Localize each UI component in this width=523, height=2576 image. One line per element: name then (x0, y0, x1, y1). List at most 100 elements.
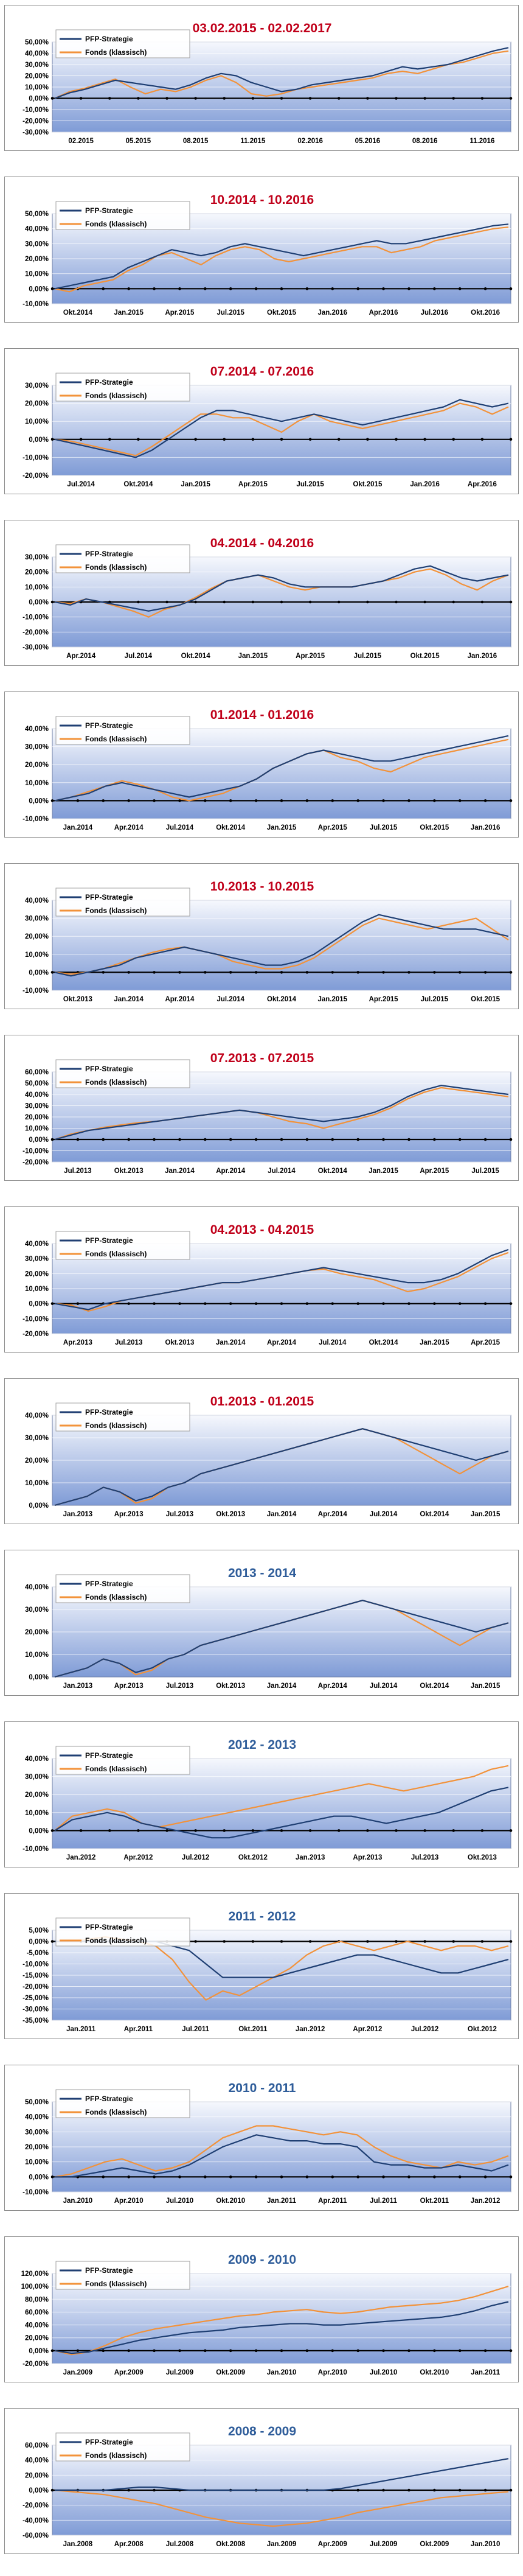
chart-svg: -30,00% -20,00% -10,00% 0,00% 10,00% 20,00% 30… (23, 544, 513, 660)
zero-marker (423, 1940, 426, 1943)
zero-marker (204, 1302, 207, 1305)
x-tick-label: Apr.2015 (471, 1339, 500, 1346)
series-line-fund (54, 1765, 509, 1832)
zero-marker (194, 600, 197, 604)
y-tick-label: -25,00% (23, 1995, 49, 2002)
zero-marker (433, 2488, 436, 2492)
zero-marker (102, 799, 105, 802)
chart-title: 07.2014 - 07.2016 (210, 365, 314, 379)
zero-marker (153, 2175, 156, 2179)
y-tick-label: 10,00% (25, 271, 49, 278)
y-tick-label: 30,00% (25, 382, 49, 390)
zero-marker (480, 1829, 484, 1832)
zero-marker (280, 1138, 283, 1141)
zero-marker (356, 2349, 359, 2353)
zero-marker (165, 600, 168, 604)
legend: PFP-Strategie Fonds (klassisch) (55, 1917, 190, 1947)
y-tick-label: 50,00% (25, 39, 49, 46)
x-tick-label: 02.2016 (297, 138, 323, 145)
legend: PFP-Strategie Fonds (klassisch) (55, 201, 190, 230)
zero-marker (308, 438, 312, 441)
x-tick-label: Jan.2016 (471, 824, 500, 831)
x-tick-label: Jul.2014 (166, 824, 194, 831)
y-tick-label: 20,00% (25, 2144, 49, 2151)
y-tick-label: 100,00% (21, 2283, 49, 2291)
x-tick-label: Jul.2011 (182, 2026, 209, 2033)
zero-marker (423, 438, 426, 441)
zero-marker (102, 1138, 105, 1141)
zero-marker (458, 2349, 462, 2353)
zero-marker (356, 287, 359, 290)
x-tick-label: 05.2016 (355, 138, 381, 145)
y-tick-label: 20,00% (25, 1791, 49, 1799)
y-tick-label: 0,00% (29, 285, 49, 293)
y-tick-label: 50,00% (25, 2099, 49, 2106)
x-tick-label: Jan.2011 (471, 2369, 500, 2376)
legend-label: Fonds (klassisch) (85, 2280, 147, 2288)
zero-marker (509, 1829, 513, 1832)
y-tick-label: 20,00% (25, 933, 49, 940)
zero-marker (407, 2349, 410, 2353)
x-tick-label: Jul.2015 (471, 1167, 499, 1175)
zero-marker (483, 2175, 487, 2179)
x-tick-label: Jan.2014 (114, 996, 144, 1003)
x-tick-label: Jul.2010 (166, 2197, 193, 2205)
zero-marker (153, 2488, 156, 2492)
x-tick-label: Okt.2014 (216, 824, 246, 831)
x-tick-label: Jul.2009 (166, 2369, 193, 2376)
series-line-strategy (54, 47, 509, 99)
series-line-fund (54, 1087, 509, 1141)
y-tick-label: 0,00% (29, 969, 49, 976)
series-line-strategy (54, 223, 509, 290)
zero-marker (50, 287, 54, 290)
x-tick-label: Jul.2012 (182, 1854, 209, 1861)
y-tick-label: 50,00% (25, 211, 49, 218)
x-tick-label: Apr.2014 (66, 653, 96, 660)
chart-panel: -30,00% -20,00% -10,00% 0,00% 10,00% 20,00% 30… (4, 520, 519, 666)
zero-marker (204, 1138, 207, 1141)
x-tick-label: Jan.2011 (66, 2026, 96, 2033)
zero-marker (305, 1138, 309, 1141)
zero-marker (204, 287, 207, 290)
series-line-strategy (54, 1428, 509, 1507)
chart-title: 10.2013 - 10.2015 (210, 880, 314, 894)
x-tick-label: Jan.2010 (267, 2369, 297, 2376)
zero-marker (251, 438, 255, 441)
zero-marker (331, 287, 334, 290)
chart-panel: -10,00% 0,00% 10,00% 20,00% 30,00% 40,00% Okt.… (4, 863, 519, 1009)
zero-marker (50, 799, 54, 802)
y-tick-label: -10,00% (23, 1846, 49, 1853)
zero-marker (76, 1302, 80, 1305)
zero-marker (305, 287, 309, 290)
x-tick-label: Apr.2015 (238, 481, 268, 488)
zero-marker (108, 1829, 111, 1832)
y-tick-label: -10,00% (23, 816, 49, 823)
zero-marker (153, 799, 156, 802)
chart-title: 10.2014 - 10.2016 (210, 193, 314, 207)
legend-label: Fonds (klassisch) (85, 1593, 147, 1601)
x-tick-label: Okt.2013 (165, 1339, 194, 1346)
y-tick-label: 40,00% (25, 226, 49, 233)
zero-marker (382, 2175, 385, 2179)
zero-marker (483, 1302, 487, 1305)
zero-marker (433, 971, 436, 974)
zero-marker (356, 2488, 359, 2492)
x-tick-label: Jan.2013 (63, 1682, 93, 1690)
series-line-fund (54, 568, 509, 618)
x-tick-label: Jan.2012 (471, 2197, 500, 2205)
legend-label: PFP-Strategie (85, 1751, 133, 1760)
chart-title: 01.2014 - 01.2016 (210, 708, 314, 722)
zero-marker (509, 2175, 513, 2179)
zero-marker (223, 1829, 226, 1832)
y-tick-label: -40,00% (23, 2517, 49, 2524)
zero-marker (254, 1138, 258, 1141)
y-tick-label: 5,00% (29, 1927, 49, 1934)
zero-marker (79, 438, 83, 441)
x-tick-label: Jan.2014 (267, 1511, 297, 1518)
legend-label: PFP-Strategie (85, 35, 133, 43)
zero-marker (308, 97, 312, 100)
y-tick-label: 40,00% (25, 2114, 49, 2121)
y-tick-label: 30,00% (25, 1774, 49, 1781)
y-tick-label: 40,00% (25, 897, 49, 905)
x-tick-label: Jul.2016 (421, 309, 448, 317)
